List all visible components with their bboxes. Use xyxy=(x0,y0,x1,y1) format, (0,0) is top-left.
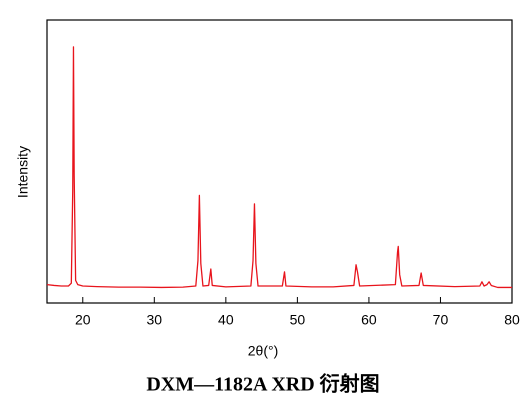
chart-title: DXM—1182A XRD 衍射图 xyxy=(146,372,379,396)
x-tick-label: 80 xyxy=(504,312,520,328)
y-axis-label: Intensity xyxy=(15,146,31,198)
x-tick-label: 30 xyxy=(147,312,163,328)
x-axis-label: 2θ(°) xyxy=(248,343,279,359)
x-tick-label: 20 xyxy=(75,312,91,328)
x-tick-label: 50 xyxy=(290,312,306,328)
x-tick-label: 60 xyxy=(361,312,377,328)
x-tick-label: 70 xyxy=(433,312,449,328)
x-tick-label: 40 xyxy=(218,312,234,328)
plot-frame xyxy=(46,19,513,304)
data-line xyxy=(46,46,512,289)
